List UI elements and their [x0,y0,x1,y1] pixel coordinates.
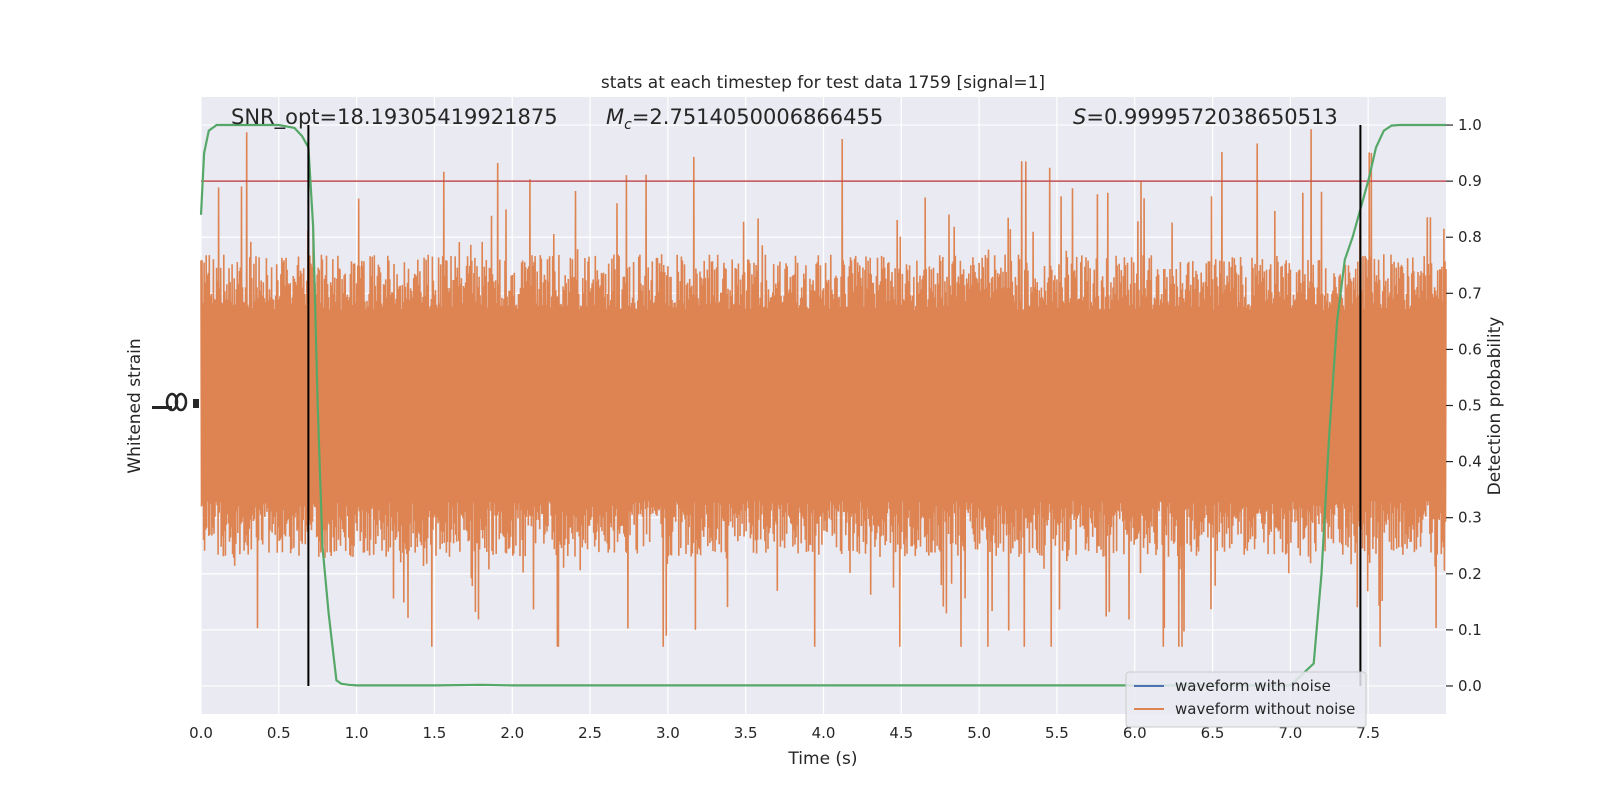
chirp-mass-symbol: M [606,105,624,129]
waveform-without-noise-line [200,129,1447,647]
y-tick-label: 0.4 [1458,453,1482,471]
x-tick-label: 6.0 [1123,724,1147,742]
right-y-ticks: 0.0 0.1 0.2 0.3 0.4 0.5 0.6 0.7 0.8 0.9 1.0 [1446,116,1482,695]
x-tick-label: 1.0 [345,724,369,742]
legend: waveform with noise waveform without noi… [1125,671,1367,728]
chirp-mass-subscript: c [624,117,632,133]
x-tick-label: 2.0 [500,724,524,742]
x-tick-label: 7.5 [1356,724,1380,742]
x-tick-label: 5.0 [967,724,991,742]
x-tick-label: 3.5 [734,724,758,742]
y-tick-label: 0.0 [1458,677,1482,695]
snr-annotation: SNR_opt=18.19305419921875 [231,105,558,130]
x-axis-label: Time (s) [787,749,857,769]
detection-probability-line [199,123,1446,687]
chirp-mass-value: =2.7514050006866455 [632,105,883,129]
left-y-axis-label: Whitened strain [125,338,145,473]
x-tick-label: 5.5 [1045,724,1069,742]
y-tick-label: 0.5 [1458,397,1482,415]
y-tick-label: 0.1 [1458,621,1482,639]
right-y-axis-label: Detection probability [1485,317,1505,496]
vertical-markers [307,125,1362,686]
y-tick-label: 0.2 [1458,565,1482,583]
x-tick-label: 6.5 [1201,724,1225,742]
statistic-value: =0.9999572038650513 [1086,105,1337,129]
x-tick-label: 0.5 [267,724,291,742]
y-tick-label: 0.3 [1458,509,1482,527]
y-tick-label: 1.0 [1458,116,1482,134]
x-tick-label: 1.5 [423,724,447,742]
x-tick-label: 4.5 [889,724,913,742]
chirp-mass-annotation: Mc=2.7514050006866455 [606,105,883,133]
y-tick-label: 0.9 [1458,172,1482,190]
legend-label-with-noise: waveform with noise [1175,677,1331,695]
y-tick-label: 0.7 [1458,284,1482,302]
x-tick-label: 0.0 [189,724,213,742]
legend-label-without-noise: waveform without noise [1175,700,1355,718]
x-tick-label: 4.0 [812,724,836,742]
x-tick-label: 7.0 [1278,724,1302,742]
waveform-dense-core [201,355,1446,456]
x-tick-label: 2.5 [578,724,602,742]
x-tick-label: 3.0 [656,724,680,742]
statistic-annotation: S=0.9999572038650513 [1073,105,1338,129]
legend-box [1125,671,1367,728]
y-tick-label: 0.8 [1458,228,1482,246]
detection-probability-series [199,123,1446,687]
statistic-symbol: S [1073,105,1086,129]
strain-waveform [200,129,1447,647]
left-axis-cluttered-ticks [152,392,199,412]
y-tick-label: 0.6 [1458,340,1482,358]
x-ticks: 0.0 0.5 1.0 1.5 2.0 2.5 3.0 3.5 4.0 4.5 5.0 5.5 6.0 6… [189,724,1380,742]
chart-title: stats at each timestep for test data 175… [601,73,1045,93]
